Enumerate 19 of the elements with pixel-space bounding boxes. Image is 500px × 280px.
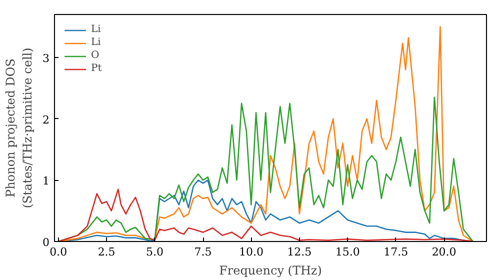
x-tick-label: 10.0 (238, 246, 264, 258)
x-tick-label: 17.5 (384, 246, 408, 258)
legend-label: Li (91, 24, 102, 35)
y-tick-label: 0 (42, 236, 50, 249)
y-axis-title: Phonon projected DOS (States/THz·primitive cell) (4, 48, 34, 208)
y-tick-label: 2 (42, 113, 50, 126)
legend-label: Pt (91, 63, 103, 74)
x-tick-label: 7.5 (194, 246, 212, 258)
x-tick-label: 0.0 (50, 246, 68, 258)
x-tick-label: 2.5 (98, 246, 116, 258)
x-axis-title: Frequency (THz) (219, 264, 322, 278)
y-tick-label: 1 (42, 174, 50, 188)
x-tick-label: 12.5 (287, 246, 312, 258)
x-tick-label: 15.0 (335, 246, 360, 258)
x-tick-label: 5.0 (146, 246, 164, 258)
x-tick-label: 20.0 (432, 246, 456, 258)
y-tick-label: 3 (42, 52, 50, 65)
legend-label: O (91, 50, 100, 61)
legend-label: Li (91, 37, 102, 48)
